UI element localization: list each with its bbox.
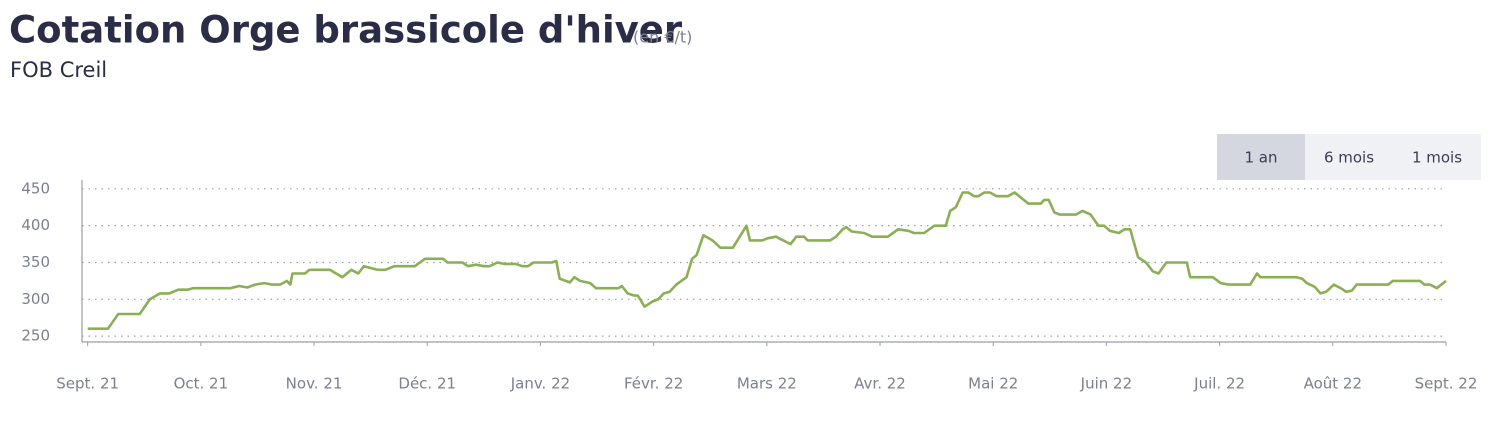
range-button[interactable]: 1 an [1217,134,1305,180]
x-tick-label: Juil. 22 [1193,375,1245,393]
x-tick-label: Nov. 21 [286,375,343,393]
x-tick-label: Oct. 21 [174,375,229,393]
x-tick-label: Janv. 22 [510,375,570,393]
y-tick-label: 450 [21,179,50,197]
unit-note: (en €/t) [633,28,692,47]
x-tick-label: Août 22 [1304,375,1362,393]
button-bg[interactable] [1217,134,1305,180]
x-tick-label: Sept. 22 [1415,375,1478,393]
x-tick-label: Sept. 21 [56,375,119,393]
button-label[interactable]: 1 an [1244,149,1277,167]
y-tick-label: 350 [21,253,50,271]
x-tick-label: Juin 22 [1080,375,1132,393]
chart-subtitle: FOB Creil [10,58,107,82]
y-tick-label: 250 [21,327,50,345]
price-line [87,191,1447,330]
x-tick-label: Mai 22 [968,375,1018,393]
y-tick-label: 300 [21,290,50,308]
x-tick-label: Mars 22 [737,375,797,393]
y-tick-label: 400 [21,216,50,234]
range-button[interactable]: 1 mois [1393,134,1481,180]
button-bg[interactable] [1305,134,1393,180]
button-label[interactable]: 6 mois [1324,149,1374,167]
button-label[interactable]: 1 mois [1412,149,1462,167]
button-bg[interactable] [1393,134,1481,180]
x-tick-label: Déc. 21 [398,375,456,393]
range-button[interactable]: 6 mois [1305,134,1393,180]
x-tick-label: Févr. 22 [624,375,683,393]
chart-title: Cotation Orge brassicole d'hiver [9,9,683,52]
x-tick-label: Avr. 22 [854,375,906,393]
